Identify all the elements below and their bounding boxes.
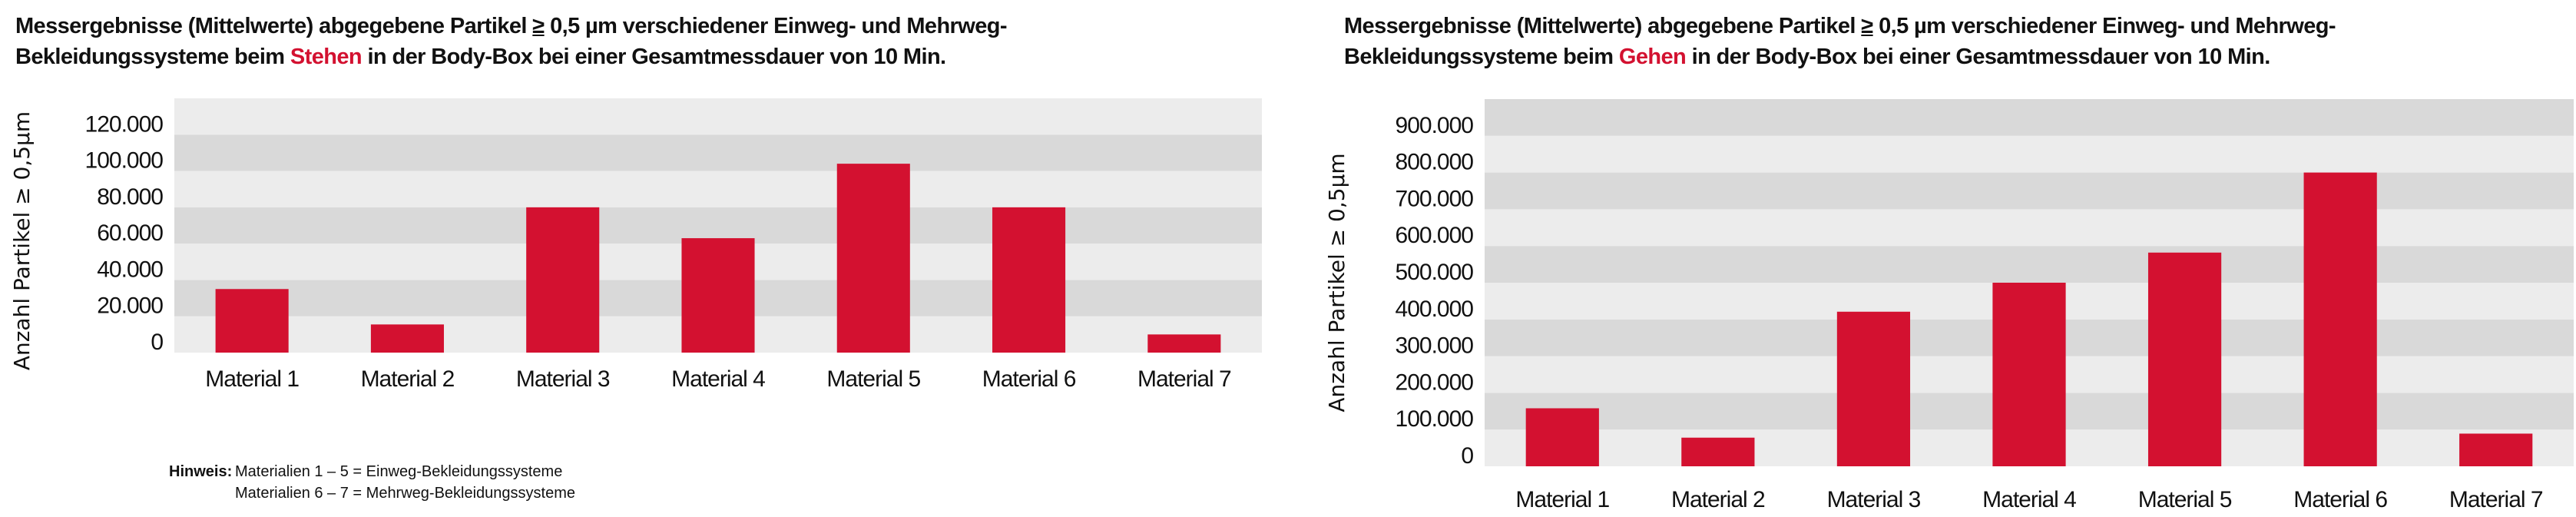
grid-band	[1485, 246, 2574, 283]
x-tick-label: Material 6	[2293, 487, 2387, 512]
note: Hinweis: Materialien 1 – 5 = Einweg-Bekle…	[169, 461, 575, 504]
x-tick-label: Material 5	[2138, 487, 2232, 512]
title-text: Messergebnisse (Mittelwerte) abgegebene …	[1344, 14, 1862, 38]
y-tick-label: 60.000	[97, 220, 163, 246]
note-line-1: Materialien 1 – 5 = Einweg-Bekleidungssy…	[235, 463, 563, 480]
bar-4	[1992, 283, 2066, 466]
y-tick-label: 20.000	[97, 293, 163, 319]
title-text: Messergebnisse (Mittelwerte) abgegebene …	[15, 14, 533, 38]
note-line-2: Materialien 6 – 7 = Mehrweg-Bekleidungss…	[235, 485, 575, 502]
bar-2	[370, 324, 444, 353]
x-tick-label: Material 7	[2449, 487, 2543, 512]
grid-band	[174, 98, 1262, 135]
y-tick-label: 800.000	[1396, 150, 1474, 175]
y-tick-label: 80.000	[97, 184, 163, 210]
bar-4	[681, 238, 755, 353]
title-text: in der Body-Box bei einer Gesamtmessdaue…	[1686, 45, 2271, 69]
bar-3	[526, 207, 600, 353]
y-tick-label: 700.000	[1396, 186, 1474, 211]
y-tick-label: 100.000	[1396, 406, 1474, 432]
y-tick-label: 400.000	[1396, 297, 1474, 322]
x-tick-label: Material 1	[205, 366, 299, 392]
grid-band	[1485, 209, 2574, 247]
y-tick-label: 900.000	[1396, 113, 1474, 138]
grid-band	[1485, 135, 2574, 173]
y-tick-label: 40.000	[97, 257, 163, 282]
y-tick-label: 0	[1461, 443, 1473, 469]
x-tick-label: Material 4	[671, 366, 765, 392]
x-tick-label: Material 5	[826, 366, 920, 392]
bar-3	[1836, 311, 1911, 466]
grid-band	[174, 207, 1262, 244]
x-tick-label: Material 2	[1671, 487, 1765, 512]
y-tick-label: 500.000	[1396, 260, 1474, 285]
grid-band	[174, 134, 1262, 171]
title-text: 0,5 µm verschiedener Einweg- und Mehrweg…	[544, 14, 1007, 38]
y-tick-label: 300.000	[1396, 333, 1474, 359]
bar-1	[1525, 408, 1599, 466]
y-tick-label: 100.000	[85, 148, 164, 174]
bar-1	[215, 289, 289, 353]
title-text: 0,5 µm verschiedener Einweg- und Mehrweg…	[1872, 14, 2336, 38]
x-tick-label: Material 3	[1827, 487, 1921, 512]
bar-7	[2459, 433, 2533, 466]
chart-1-title: Messergebnisse (Mittelwerte) abgegebene …	[15, 11, 1008, 72]
bar-6	[2303, 172, 2377, 466]
title-symbol: ≥	[532, 14, 545, 38]
title-symbol: ≥	[1861, 14, 1873, 38]
x-tick-label: Material 4	[1982, 487, 2076, 512]
y-tick-label: 600.000	[1396, 223, 1474, 248]
title-text: in der Body-Box bei einer Gesamtmessdaue…	[362, 45, 946, 69]
bar-5	[836, 164, 910, 353]
grid-band	[1485, 172, 2574, 210]
x-tick-label: Material 6	[982, 366, 1076, 392]
note-label: Hinweis:	[169, 463, 233, 480]
chart-2-title: Messergebnisse (Mittelwerte) abgegebene …	[1344, 11, 2336, 72]
x-tick-label: Material 1	[1515, 487, 1609, 512]
x-tick-label: Material 7	[1137, 366, 1231, 392]
y-tick-label: 200.000	[1396, 370, 1474, 395]
title-highlight: Stehen	[290, 45, 363, 69]
bar-6	[992, 207, 1066, 353]
title-text: Bekleidungssysteme beim	[1344, 45, 1619, 69]
bar-7	[1147, 334, 1221, 353]
bar-2	[1681, 437, 1755, 466]
grid-band	[1485, 99, 2574, 136]
x-tick-label: Material 3	[516, 366, 610, 392]
bar-5	[2147, 252, 2222, 466]
x-tick-label: Material 2	[361, 366, 455, 392]
y-axis-label: Anzahl Partikel ≥ 0,5µm	[9, 111, 35, 370]
grid-band	[174, 171, 1262, 207]
y-tick-label: 120.000	[85, 111, 164, 137]
y-tick-label: 0	[151, 330, 163, 355]
title-highlight: Gehen	[1618, 45, 1687, 69]
y-axis-label: Anzahl Partikel ≥ 0,5µm	[1324, 153, 1349, 412]
title-text: Bekleidungssysteme beim	[15, 45, 290, 69]
